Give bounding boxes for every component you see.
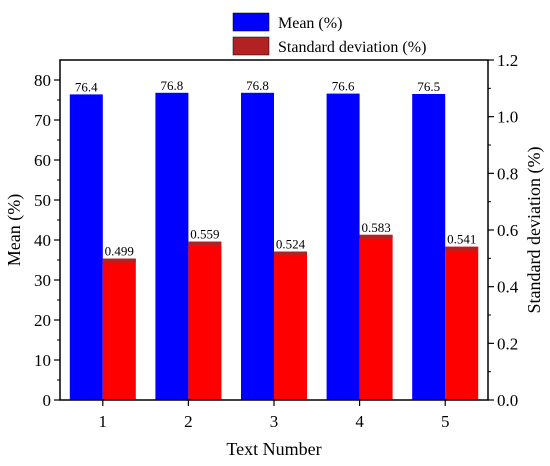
y-right-tick-label: 0.6 <box>497 221 518 240</box>
y-right-tick-label: 0.0 <box>497 391 518 410</box>
x-axis-label: Text Number <box>226 439 321 459</box>
data-label-std: 0.559 <box>190 227 219 242</box>
y-left-tick-label: 20 <box>34 311 51 330</box>
y-left-tick-label: 50 <box>34 191 51 210</box>
y-right-tick-label: 1.2 <box>497 51 518 70</box>
data-label-mean: 76.8 <box>246 78 269 93</box>
y-right-tick-label: 0.2 <box>497 334 518 353</box>
chart-axes: 0 10 20 30 40 50 60 70 80 0.0 0.2 0.4 0.6 0.8 1.0 1.2 1 2… <box>34 51 519 431</box>
y-axis-right-label: Standard deviation (%) <box>524 147 545 314</box>
y-left-tick-label: 70 <box>34 111 51 130</box>
y-right-tick-label: 0.4 <box>497 278 519 297</box>
bar-mean <box>241 92 274 401</box>
legend: Mean (%) Standard deviation (%) <box>232 12 426 56</box>
y-right-tick-label: 1.0 <box>497 108 518 127</box>
bar-std <box>445 246 479 400</box>
data-label-std: 0.499 <box>105 244 134 259</box>
y-left-tick-label: 10 <box>34 351 51 370</box>
data-label-mean: 76.6 <box>332 79 355 94</box>
y-left-tick-label: 0 <box>43 391 52 410</box>
bar-std <box>188 241 222 400</box>
bar-mean <box>412 94 446 400</box>
legend-swatch-mean <box>232 12 270 32</box>
data-label-std: 0.541 <box>447 232 476 247</box>
bar-mean <box>155 92 189 401</box>
bar-mean <box>69 94 103 401</box>
legend-label-mean: Mean (%) <box>278 15 342 32</box>
legend-label-std: Standard deviation (%) <box>278 39 426 56</box>
data-label-std: 0.583 <box>361 220 390 235</box>
bar-std <box>359 234 393 400</box>
data-label-mean: 76.5 <box>417 79 440 94</box>
legend-swatch-std <box>232 36 270 56</box>
x-tick-label: 3 <box>270 412 279 431</box>
bar-std-cap <box>102 258 136 263</box>
y-right-tick-label: 0.8 <box>497 164 518 183</box>
bar-mean <box>326 93 360 400</box>
bar-std-cap <box>274 251 307 256</box>
y-left-tick-label: 80 <box>34 71 51 90</box>
data-label-mean: 76.4 <box>75 79 98 94</box>
bar-std <box>274 251 307 400</box>
x-tick-label: 2 <box>184 412 193 431</box>
chart-marks: 76.4 0.499 76.8 0.559 76.8 0.524 76.6 0.583 76.5… <box>69 78 479 401</box>
x-tick-label: 1 <box>99 412 108 431</box>
bar-std-cap <box>445 246 479 251</box>
x-tick-label: 4 <box>355 412 364 431</box>
y-left-tick-label: 40 <box>34 231 51 250</box>
data-label-mean: 76.8 <box>161 78 184 93</box>
bar-std-cap <box>359 234 393 239</box>
bar-std <box>102 258 136 400</box>
y-left-tick-label: 60 <box>34 151 51 170</box>
y-left-tick-label: 30 <box>34 271 51 290</box>
data-label-std: 0.524 <box>276 237 306 252</box>
x-tick-label: 5 <box>441 412 450 431</box>
bar-std-cap <box>188 241 222 246</box>
y-axis-left-label: Mean (%) <box>4 194 25 266</box>
